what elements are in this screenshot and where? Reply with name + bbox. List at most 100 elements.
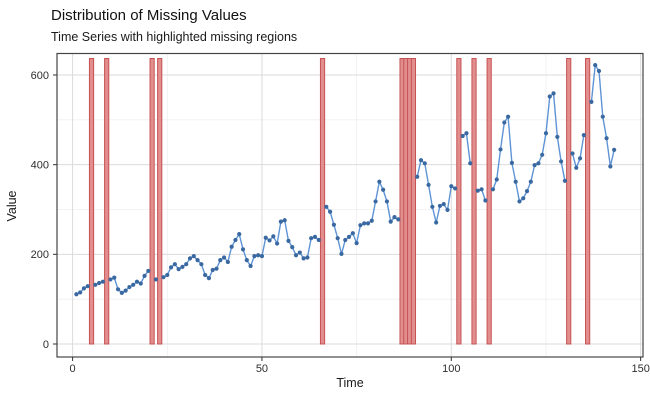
- data-point: [161, 275, 166, 280]
- data-point: [600, 114, 605, 119]
- series-line-segment: [465, 132, 471, 165]
- series-line-segment: [511, 162, 517, 183]
- data-point: [596, 68, 602, 74]
- data-point: [483, 198, 488, 203]
- data-point: [305, 255, 310, 260]
- data-point: [430, 204, 435, 209]
- data-point: [203, 272, 208, 278]
- data-point: [165, 272, 170, 278]
- missing-region-bar: [486, 58, 492, 345]
- data-point: [373, 199, 378, 204]
- series-line-segment: [227, 246, 233, 263]
- missing-region-bar: [456, 58, 462, 345]
- data-point: [218, 258, 223, 263]
- series-line-segment: [545, 95, 551, 134]
- data-point: [297, 250, 302, 255]
- series-line-segment: [598, 70, 604, 118]
- data-point: [521, 196, 526, 201]
- data-point: [93, 282, 98, 287]
- data-point: [271, 234, 276, 239]
- data-point: [100, 279, 105, 284]
- data-point: [562, 178, 568, 183]
- data-point: [540, 152, 545, 157]
- series-line-segment: [340, 239, 346, 255]
- series-line-segment: [427, 184, 434, 208]
- data-point: [210, 267, 215, 273]
- series-line-segment: [355, 224, 362, 244]
- data-point: [229, 244, 234, 249]
- series-line-segment: [552, 92, 559, 138]
- missing-region-bar: [410, 58, 417, 345]
- missing-region-bar: [319, 58, 326, 345]
- data-point: [551, 91, 556, 96]
- data-point: [346, 234, 352, 239]
- data-point: [449, 184, 454, 189]
- data-point: [612, 147, 617, 152]
- data-point: [81, 286, 87, 291]
- data-point: [593, 63, 598, 68]
- data-point: [369, 218, 374, 223]
- chart-subtitle: Time Series with highlighted missing reg…: [51, 30, 298, 44]
- data-point: [180, 264, 185, 269]
- data-point: [131, 282, 136, 287]
- x-tick-label: 150: [631, 363, 649, 375]
- data-point: [206, 275, 212, 281]
- data-point: [384, 199, 390, 204]
- missing-region-bar: [157, 58, 163, 345]
- x-tick-label: 100: [442, 363, 460, 375]
- data-point: [187, 256, 193, 261]
- data-point: [452, 186, 458, 191]
- y-tick-label: 400: [31, 159, 49, 171]
- data-point: [252, 254, 257, 259]
- series-line-segment: [541, 132, 547, 156]
- data-point: [506, 114, 511, 119]
- data-point: [237, 232, 242, 237]
- y-tick-label: 200: [31, 249, 49, 261]
- data-point: [214, 266, 219, 271]
- data-point: [195, 258, 200, 263]
- data-point: [437, 203, 443, 209]
- data-point: [581, 132, 586, 138]
- data-point: [532, 163, 537, 168]
- data-point: [502, 120, 507, 125]
- data-point: [339, 251, 344, 256]
- data-point: [343, 237, 348, 243]
- missing-region-bar: [88, 58, 95, 345]
- series-line-segment: [336, 237, 343, 255]
- data-point: [293, 253, 299, 258]
- data-point: [184, 262, 189, 267]
- data-point: [225, 259, 230, 265]
- data-point: [176, 267, 181, 272]
- data-point: [221, 255, 227, 260]
- y-axis-title: Value: [5, 190, 19, 222]
- data-point: [267, 238, 272, 243]
- data-point: [559, 159, 564, 164]
- series-line-segment: [579, 134, 585, 160]
- data-point: [97, 280, 102, 286]
- data-point: [74, 292, 79, 297]
- data-point: [396, 217, 401, 222]
- data-point: [290, 245, 295, 250]
- data-point: [547, 94, 552, 99]
- data-point: [418, 158, 424, 163]
- data-point: [434, 220, 439, 225]
- series-line-segment: [560, 160, 566, 182]
- data-point: [358, 223, 363, 228]
- data-point: [426, 182, 431, 187]
- data-point: [415, 174, 420, 179]
- series-line-segment: [261, 237, 267, 257]
- data-point: [468, 161, 473, 166]
- data-point: [263, 235, 268, 240]
- data-point: [282, 218, 287, 223]
- data-point: [589, 99, 594, 105]
- missing-region-bar: [471, 58, 477, 345]
- series-line-segment: [333, 224, 339, 239]
- x-axis-title: Time: [336, 376, 364, 390]
- data-point: [108, 277, 113, 282]
- data-point: [244, 258, 249, 263]
- data-point: [570, 151, 575, 156]
- data-point: [316, 237, 321, 243]
- series-line-segment: [496, 148, 502, 181]
- data-point: [608, 164, 613, 169]
